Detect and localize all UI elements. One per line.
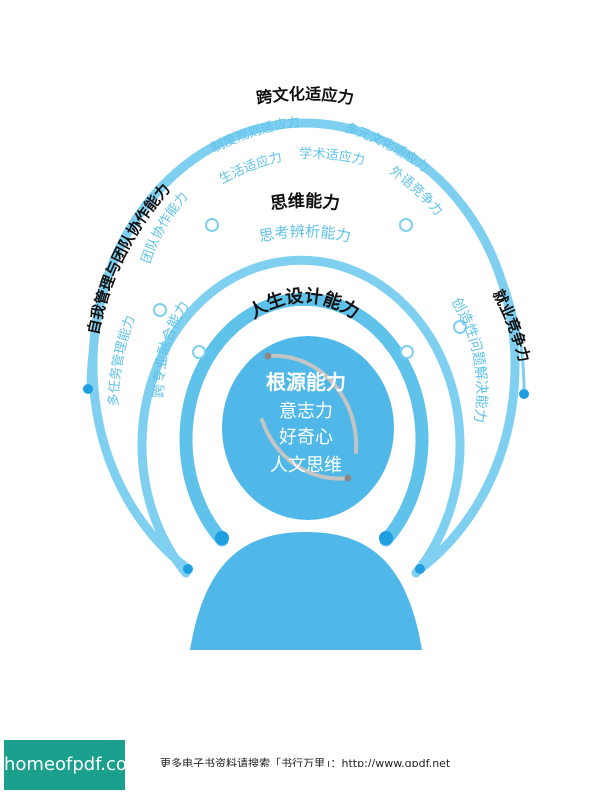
head-swoosh: [260, 353, 359, 481]
ring-dot: [183, 564, 193, 574]
core-item: 好奇心: [279, 427, 333, 448]
ring-dot: [153, 303, 167, 317]
ring-dot: [400, 345, 414, 359]
ring3-item: 多元文化适应力: [343, 120, 431, 176]
ring2-title: 思维能力: [269, 190, 341, 214]
ring3-item: 生活适应力: [217, 150, 284, 187]
swoosh-dot: [344, 474, 352, 482]
site-logo[interactable]: homeofpdf.com: [4, 740, 144, 790]
ring1-title: 人生设计能力: [245, 285, 363, 324]
ring-dot: [192, 345, 206, 359]
ring2-subtitle: 思考辨析能力: [258, 222, 353, 245]
ring-dot: [379, 531, 393, 545]
ring3-left-item: 多任务管理能力: [106, 314, 139, 407]
outer-ring-arc: [88, 118, 520, 574]
core-item: 意志力: [279, 401, 333, 422]
ring-dot: [215, 531, 229, 545]
middle-ring-arc: [137, 255, 465, 578]
ring-dot: [519, 389, 529, 399]
ring-dot: [453, 320, 467, 334]
ring-dot: [415, 564, 425, 574]
ring-dot: [399, 218, 413, 232]
ring3-item: 学术适应力: [299, 146, 366, 169]
outermost-ring-arc: [86, 123, 526, 391]
ring-dot: [205, 218, 219, 232]
core-item: 人文思维: [270, 455, 342, 476]
person-body: [190, 532, 422, 650]
footer-note: 更多电子书资料请搜索「书行万里」：http://www.gpdf.net: [160, 757, 451, 767]
ring3-item: 制度规则适应力: [209, 115, 301, 157]
core-title: 根源能力: [266, 370, 346, 394]
swoosh-dot: [264, 352, 272, 360]
ring-dot: [83, 384, 93, 394]
ring3-title: 跨文化适应力: [255, 84, 355, 108]
person-head: [222, 336, 394, 520]
inner-ring-arc: [179, 292, 429, 547]
